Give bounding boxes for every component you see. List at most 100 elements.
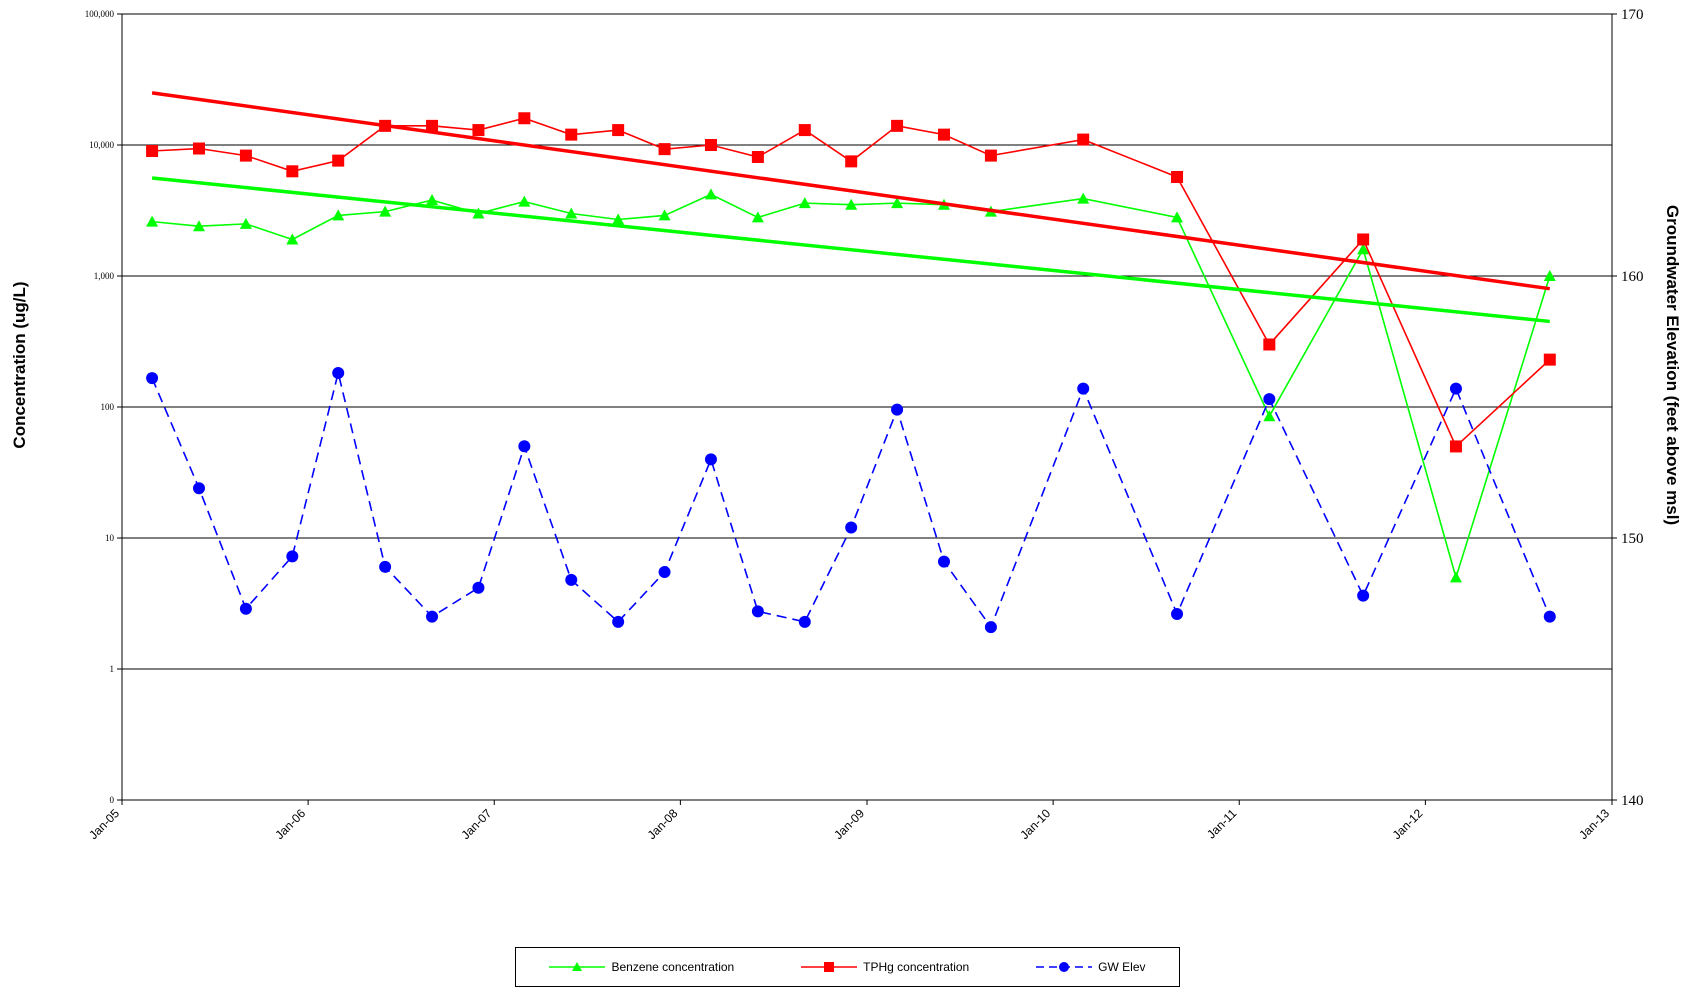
data-point-tphg-concentration — [1171, 170, 1184, 183]
series-line-tphg-concentration — [152, 117, 1551, 448]
data-point-gw-elev — [426, 610, 439, 623]
data-point-gw-elev — [1543, 610, 1556, 623]
data-point-gw-elev — [1077, 382, 1090, 395]
series-line-benzene-concentration — [152, 193, 1551, 581]
trendline-tphg-concentration — [151, 91, 1551, 291]
data-point-benzene-concentration — [286, 233, 299, 245]
data-point-gw-elev — [1357, 589, 1370, 602]
data-point-benzene-concentration — [1077, 192, 1090, 204]
data-point-benzene-concentration — [1263, 410, 1276, 422]
y-right-tick-label: 160 — [1621, 269, 1644, 285]
x-tick-label: Jan-05 — [86, 806, 122, 842]
chart-legend: Benzene concentration TPHg concentration… — [515, 947, 1180, 987]
y-right-tick-label: 170 — [1621, 7, 1644, 23]
legend-swatch-gw-elev — [1036, 962, 1093, 972]
data-point-benzene-concentration — [751, 211, 764, 223]
data-point-tphg-concentration — [286, 165, 299, 178]
trendline-benzene-concentration — [151, 176, 1550, 324]
y-left-tick-label: 100 — [101, 402, 115, 412]
data-point-gw-elev — [891, 403, 904, 416]
data-point-benzene-concentration — [379, 205, 392, 217]
data-point-gw-elev — [751, 605, 764, 618]
data-point-benzene-concentration — [426, 194, 439, 206]
data-point-gw-elev — [704, 453, 717, 466]
data-point-benzene-concentration — [332, 209, 345, 221]
legend-label-gw-elev: GW Elev — [1098, 960, 1146, 974]
y-left-tick-label: 100,000 — [85, 9, 115, 19]
data-point-benzene-concentration — [565, 207, 578, 219]
series-line-gw-elev — [151, 372, 1551, 629]
data-point-benzene-concentration — [1171, 211, 1184, 223]
y-right-tick-label: 150 — [1621, 531, 1644, 547]
data-point-gw-elev — [658, 566, 671, 579]
data-point-tphg-concentration — [937, 128, 950, 141]
x-tick-label: Jan-12 — [1390, 806, 1426, 842]
data-point-benzene-concentration — [798, 197, 811, 209]
x-tick-label: Jan-13 — [1576, 806, 1612, 842]
data-point-benzene-concentration — [1543, 270, 1556, 281]
data-point-benzene-concentration — [1357, 243, 1370, 255]
legend-item-gw-elev: GW Elev — [1036, 960, 1146, 974]
y-left-tick-label: 10 — [105, 533, 115, 543]
data-point-gw-elev — [1171, 607, 1184, 620]
x-tick-label: Jan-08 — [645, 806, 681, 842]
y-axis-right-label: Groundwater Elevation (feet above msl) — [1663, 204, 1682, 526]
data-point-tphg-concentration — [1449, 440, 1462, 453]
data-point-tphg-concentration — [332, 154, 345, 167]
data-point-tphg-concentration — [1357, 233, 1370, 246]
data-point-tphg-concentration — [146, 144, 159, 157]
data-point-tphg-concentration — [658, 143, 671, 156]
legend-swatch-tphg — [801, 962, 858, 972]
data-point-tphg-concentration — [565, 128, 578, 141]
data-point-gw-elev — [286, 550, 299, 563]
data-point-gw-elev — [565, 573, 578, 586]
data-point-tphg-concentration — [891, 119, 904, 132]
data-point-tphg-concentration — [845, 155, 858, 168]
x-tick-label: Jan-06 — [272, 806, 308, 842]
data-point-tphg-concentration — [798, 124, 811, 137]
data-point-gw-elev — [239, 602, 252, 615]
data-point-benzene-concentration — [239, 217, 252, 229]
data-point-benzene-concentration — [1449, 571, 1462, 583]
data-point-tphg-concentration — [472, 124, 485, 137]
x-tick-label: Jan-10 — [1017, 806, 1053, 842]
data-point-tphg-concentration — [984, 149, 997, 162]
data-point-tphg-concentration — [426, 119, 439, 132]
x-tick-label: Jan-09 — [831, 806, 867, 842]
y-axis-left-label: Concentration (ug/L) — [10, 281, 29, 449]
data-point-benzene-concentration — [518, 195, 531, 207]
data-point-benzene-concentration — [612, 213, 625, 225]
y-left-tick-label: 10,000 — [89, 140, 114, 150]
x-tick-label: Jan-11 — [1204, 806, 1239, 841]
data-point-benzene-concentration — [845, 198, 858, 210]
data-point-benzene-concentration — [146, 215, 159, 227]
y-left-tick-label: 1,000 — [94, 271, 115, 281]
data-point-gw-elev — [192, 482, 205, 495]
data-point-tphg-concentration — [239, 149, 252, 162]
data-point-gw-elev — [332, 366, 345, 379]
data-point-gw-elev — [984, 621, 997, 634]
data-point-gw-elev — [1263, 393, 1276, 406]
data-point-benzene-concentration — [658, 209, 671, 221]
data-point-tphg-concentration — [612, 124, 625, 137]
data-point-tphg-concentration — [751, 150, 764, 163]
data-point-tphg-concentration — [1077, 133, 1090, 146]
data-point-tphg-concentration — [704, 139, 717, 151]
data-point-gw-elev — [1449, 382, 1462, 395]
y-left-tick-label: 1 — [110, 664, 115, 674]
data-point-benzene-concentration — [891, 197, 904, 209]
data-point-tphg-concentration — [518, 112, 531, 125]
data-point-gw-elev — [798, 615, 811, 628]
data-point-tphg-concentration — [1543, 353, 1556, 366]
data-point-gw-elev — [146, 372, 159, 385]
data-point-benzene-concentration — [192, 220, 205, 232]
x-tick-label: Jan-07 — [459, 806, 495, 842]
legend-item-tphg: TPHg concentration — [801, 960, 969, 974]
legend-label-benzene: Benzene concentration — [611, 960, 735, 974]
data-point-benzene-concentration — [704, 188, 717, 200]
data-point-gw-elev — [845, 521, 858, 534]
data-point-tphg-concentration — [192, 142, 205, 155]
data-point-gw-elev — [937, 555, 950, 568]
legend-item-benzene: Benzene concentration — [549, 960, 734, 974]
